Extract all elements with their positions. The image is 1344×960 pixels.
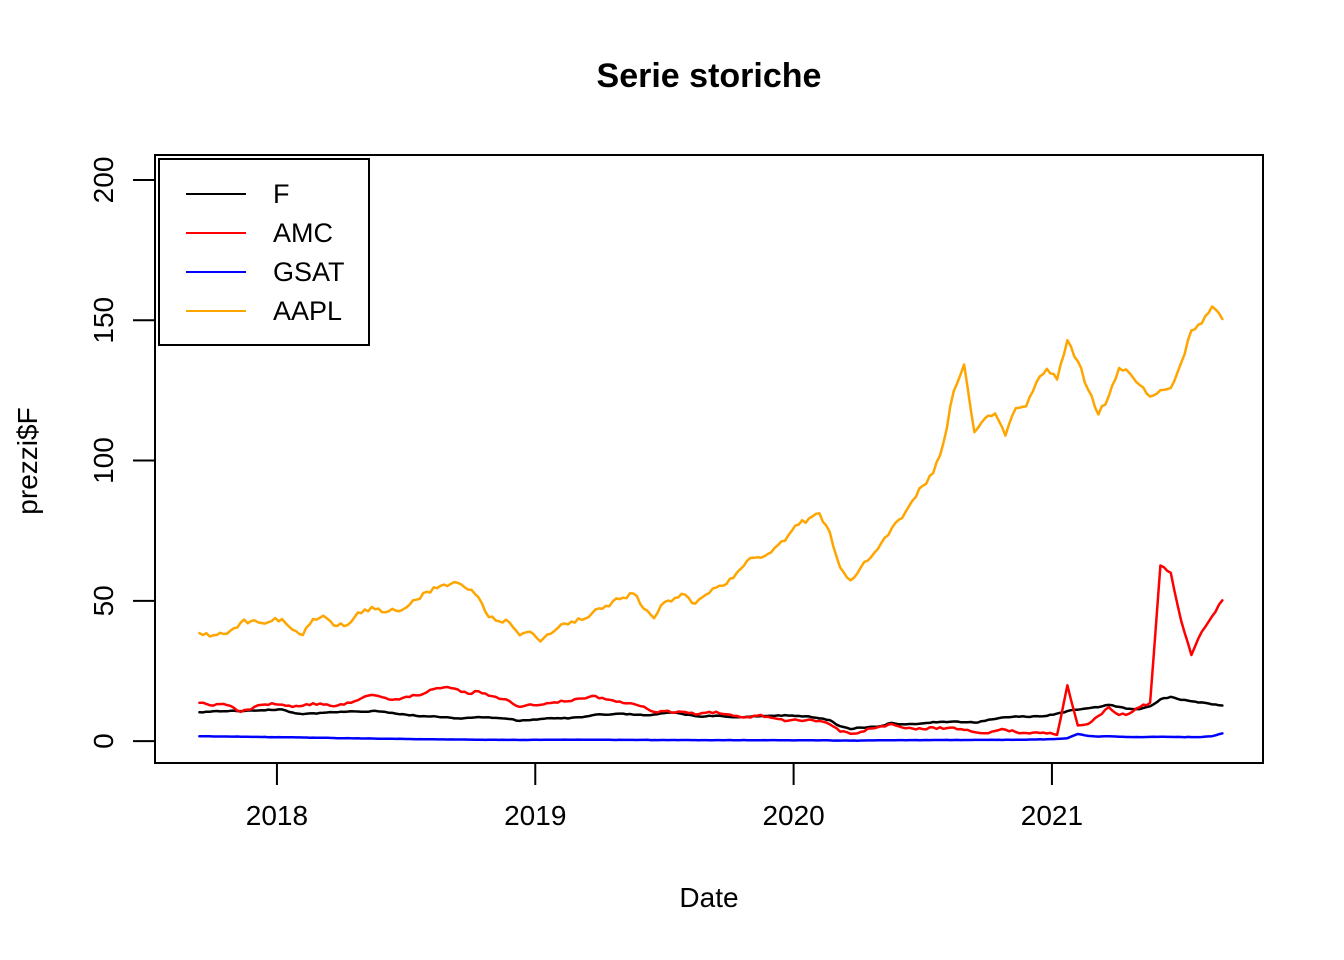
x-tick-label: 2020	[762, 800, 824, 831]
plot-box	[154, 154, 1264, 764]
legend-label-aapl: AAPL	[273, 295, 343, 326]
x-tick-label: 2019	[504, 800, 566, 831]
y-axis-label: prezzi$F	[12, 407, 43, 515]
series-line-gsat	[198, 732, 1224, 742]
legend-line-swatch-gsat	[186, 270, 246, 273]
y-tick-label: 0	[88, 733, 119, 749]
legend-item-aapl: AAPL	[160, 297, 368, 325]
x-tick-label: 2018	[246, 800, 308, 831]
legend-item-gsat: GSAT	[160, 258, 368, 286]
legend-label-f: F	[273, 178, 290, 209]
legend: F AMC GSAT AAPL	[158, 158, 370, 346]
y-tick-label: 200	[88, 157, 119, 204]
x-tick-label: 2021	[1021, 800, 1083, 831]
legend-label-amc: AMC	[273, 217, 333, 248]
series-line-aapl	[198, 305, 1224, 643]
legend-item-f: F	[160, 180, 368, 208]
y-tick-label: 100	[88, 437, 119, 484]
series-line-amc	[198, 564, 1224, 737]
legend-line-swatch-amc	[186, 231, 246, 234]
chart-title: Serie storiche	[596, 57, 822, 95]
axes: 2018 2019 2020 2021 0 50 100 150 200	[88, 157, 1083, 831]
legend-line-swatch-f	[186, 192, 246, 195]
x-axis-label: Date	[679, 882, 739, 913]
legend-label-gsat: GSAT	[273, 256, 345, 287]
y-tick-label: 50	[88, 585, 119, 616]
series-line-f	[198, 695, 1224, 731]
legend-item-amc: AMC	[160, 219, 368, 247]
legend-line-swatch-aapl	[186, 309, 246, 312]
y-tick-label: 150	[88, 297, 119, 344]
